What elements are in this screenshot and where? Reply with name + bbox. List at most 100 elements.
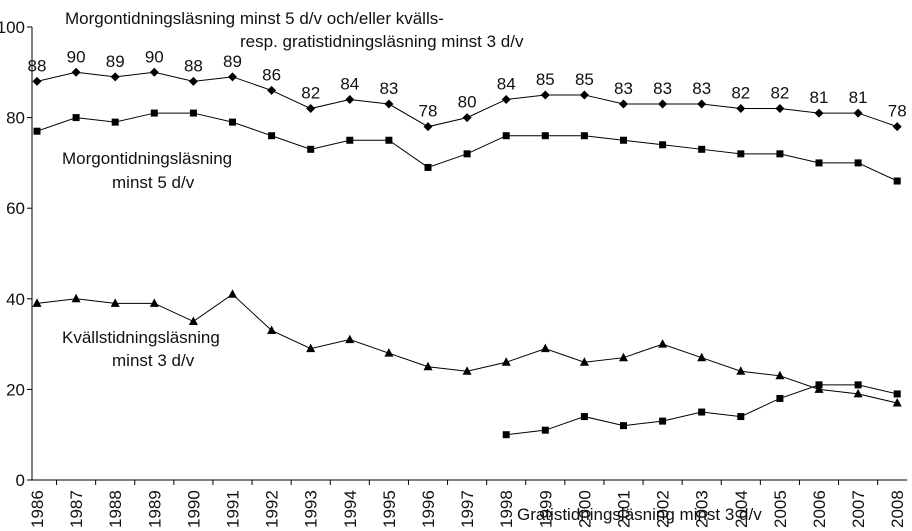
marker [814,108,824,118]
marker [579,357,589,366]
marker [462,113,472,123]
marker [658,99,668,109]
x-tick-label: 1996 [419,490,438,528]
marker [71,67,81,77]
marker [345,94,355,104]
data-label: 85 [575,70,594,89]
marker [502,431,510,439]
marker [776,394,784,402]
marker [424,163,432,171]
marker [854,159,862,167]
data-label: 89 [223,52,242,71]
marker [893,177,901,185]
y-tick-label: 100 [0,18,25,37]
x-tick-label: 2005 [771,490,790,528]
marker [423,122,433,132]
x-tick-label: 1991 [224,490,243,528]
y-tick-label: 0 [16,471,25,490]
x-tick-label: 1997 [458,490,477,528]
marker [188,76,198,86]
marker [423,361,433,371]
annotation: minst 5 d/v [112,173,195,192]
data-label: 90 [67,47,86,66]
marker [346,136,354,144]
marker [462,366,472,375]
x-tick-label: 1986 [28,490,47,528]
x-tick-label: 2004 [732,490,751,528]
marker [540,343,550,353]
marker [892,122,902,132]
x-tick-label: 2008 [888,490,907,528]
x-tick-label: 1988 [106,490,125,528]
data-label: 82 [301,84,320,103]
x-tick-label: 2000 [575,490,594,528]
x-tick-label: 2003 [693,490,712,528]
data-label: 83 [614,79,633,98]
data-label: 88 [28,56,47,75]
marker [620,136,627,144]
marker [345,334,355,344]
annotation: minst 3 d/v [112,351,195,370]
x-tick-label: 1993 [302,490,321,528]
marker [620,422,627,430]
marker [736,366,746,375]
data-label: 85 [536,70,555,89]
data-label: 83 [653,79,672,98]
marker [306,343,316,353]
marker [892,397,902,407]
marker [697,352,707,362]
marker [698,408,706,416]
marker [110,298,120,307]
marker [228,289,237,298]
annotation: resp. gratistidningsläsning minst 3 d/v [240,32,524,51]
annotation: Morgontidningsläsning [62,149,232,168]
marker [501,357,511,366]
marker [188,316,198,325]
data-label: 81 [810,88,829,107]
marker [659,141,667,149]
x-tick-label: 1992 [263,490,282,528]
data-label: 82 [731,84,750,103]
data-label: 82 [770,84,789,103]
marker [229,118,236,126]
marker [815,159,823,167]
marker [110,72,120,82]
x-tick-label: 2006 [810,490,829,528]
data-label: 86 [262,65,281,84]
marker [306,104,316,114]
marker [775,370,785,380]
data-label: 90 [145,47,164,66]
marker [111,118,119,126]
marker [32,298,42,307]
marker [384,348,394,357]
marker [619,352,628,362]
data-label: 78 [419,102,438,121]
marker [384,99,394,109]
marker [579,90,589,100]
marker [541,426,549,434]
marker [228,72,237,82]
x-tick-label: 1994 [341,490,360,528]
data-label: 83 [379,79,398,98]
data-label: 78 [888,102,907,121]
marker [149,298,159,307]
marker [32,76,42,86]
x-tick-label: 2001 [615,490,634,528]
data-label: 88 [184,56,203,75]
marker [815,381,823,389]
x-tick-label: 1998 [497,490,516,528]
marker [659,417,667,425]
marker [502,132,510,140]
x-tick-label: 2002 [654,490,673,528]
marker [189,109,197,117]
x-tick-label: 1989 [145,490,164,528]
marker [697,99,707,109]
marker [737,150,745,158]
annotation: Kvällstidningsläsning [62,328,220,347]
x-tick-label: 1990 [184,490,203,528]
data-label: 89 [106,52,125,71]
marker [814,384,824,393]
marker [307,145,315,153]
marker [149,67,159,77]
y-tick-label: 80 [6,109,25,128]
